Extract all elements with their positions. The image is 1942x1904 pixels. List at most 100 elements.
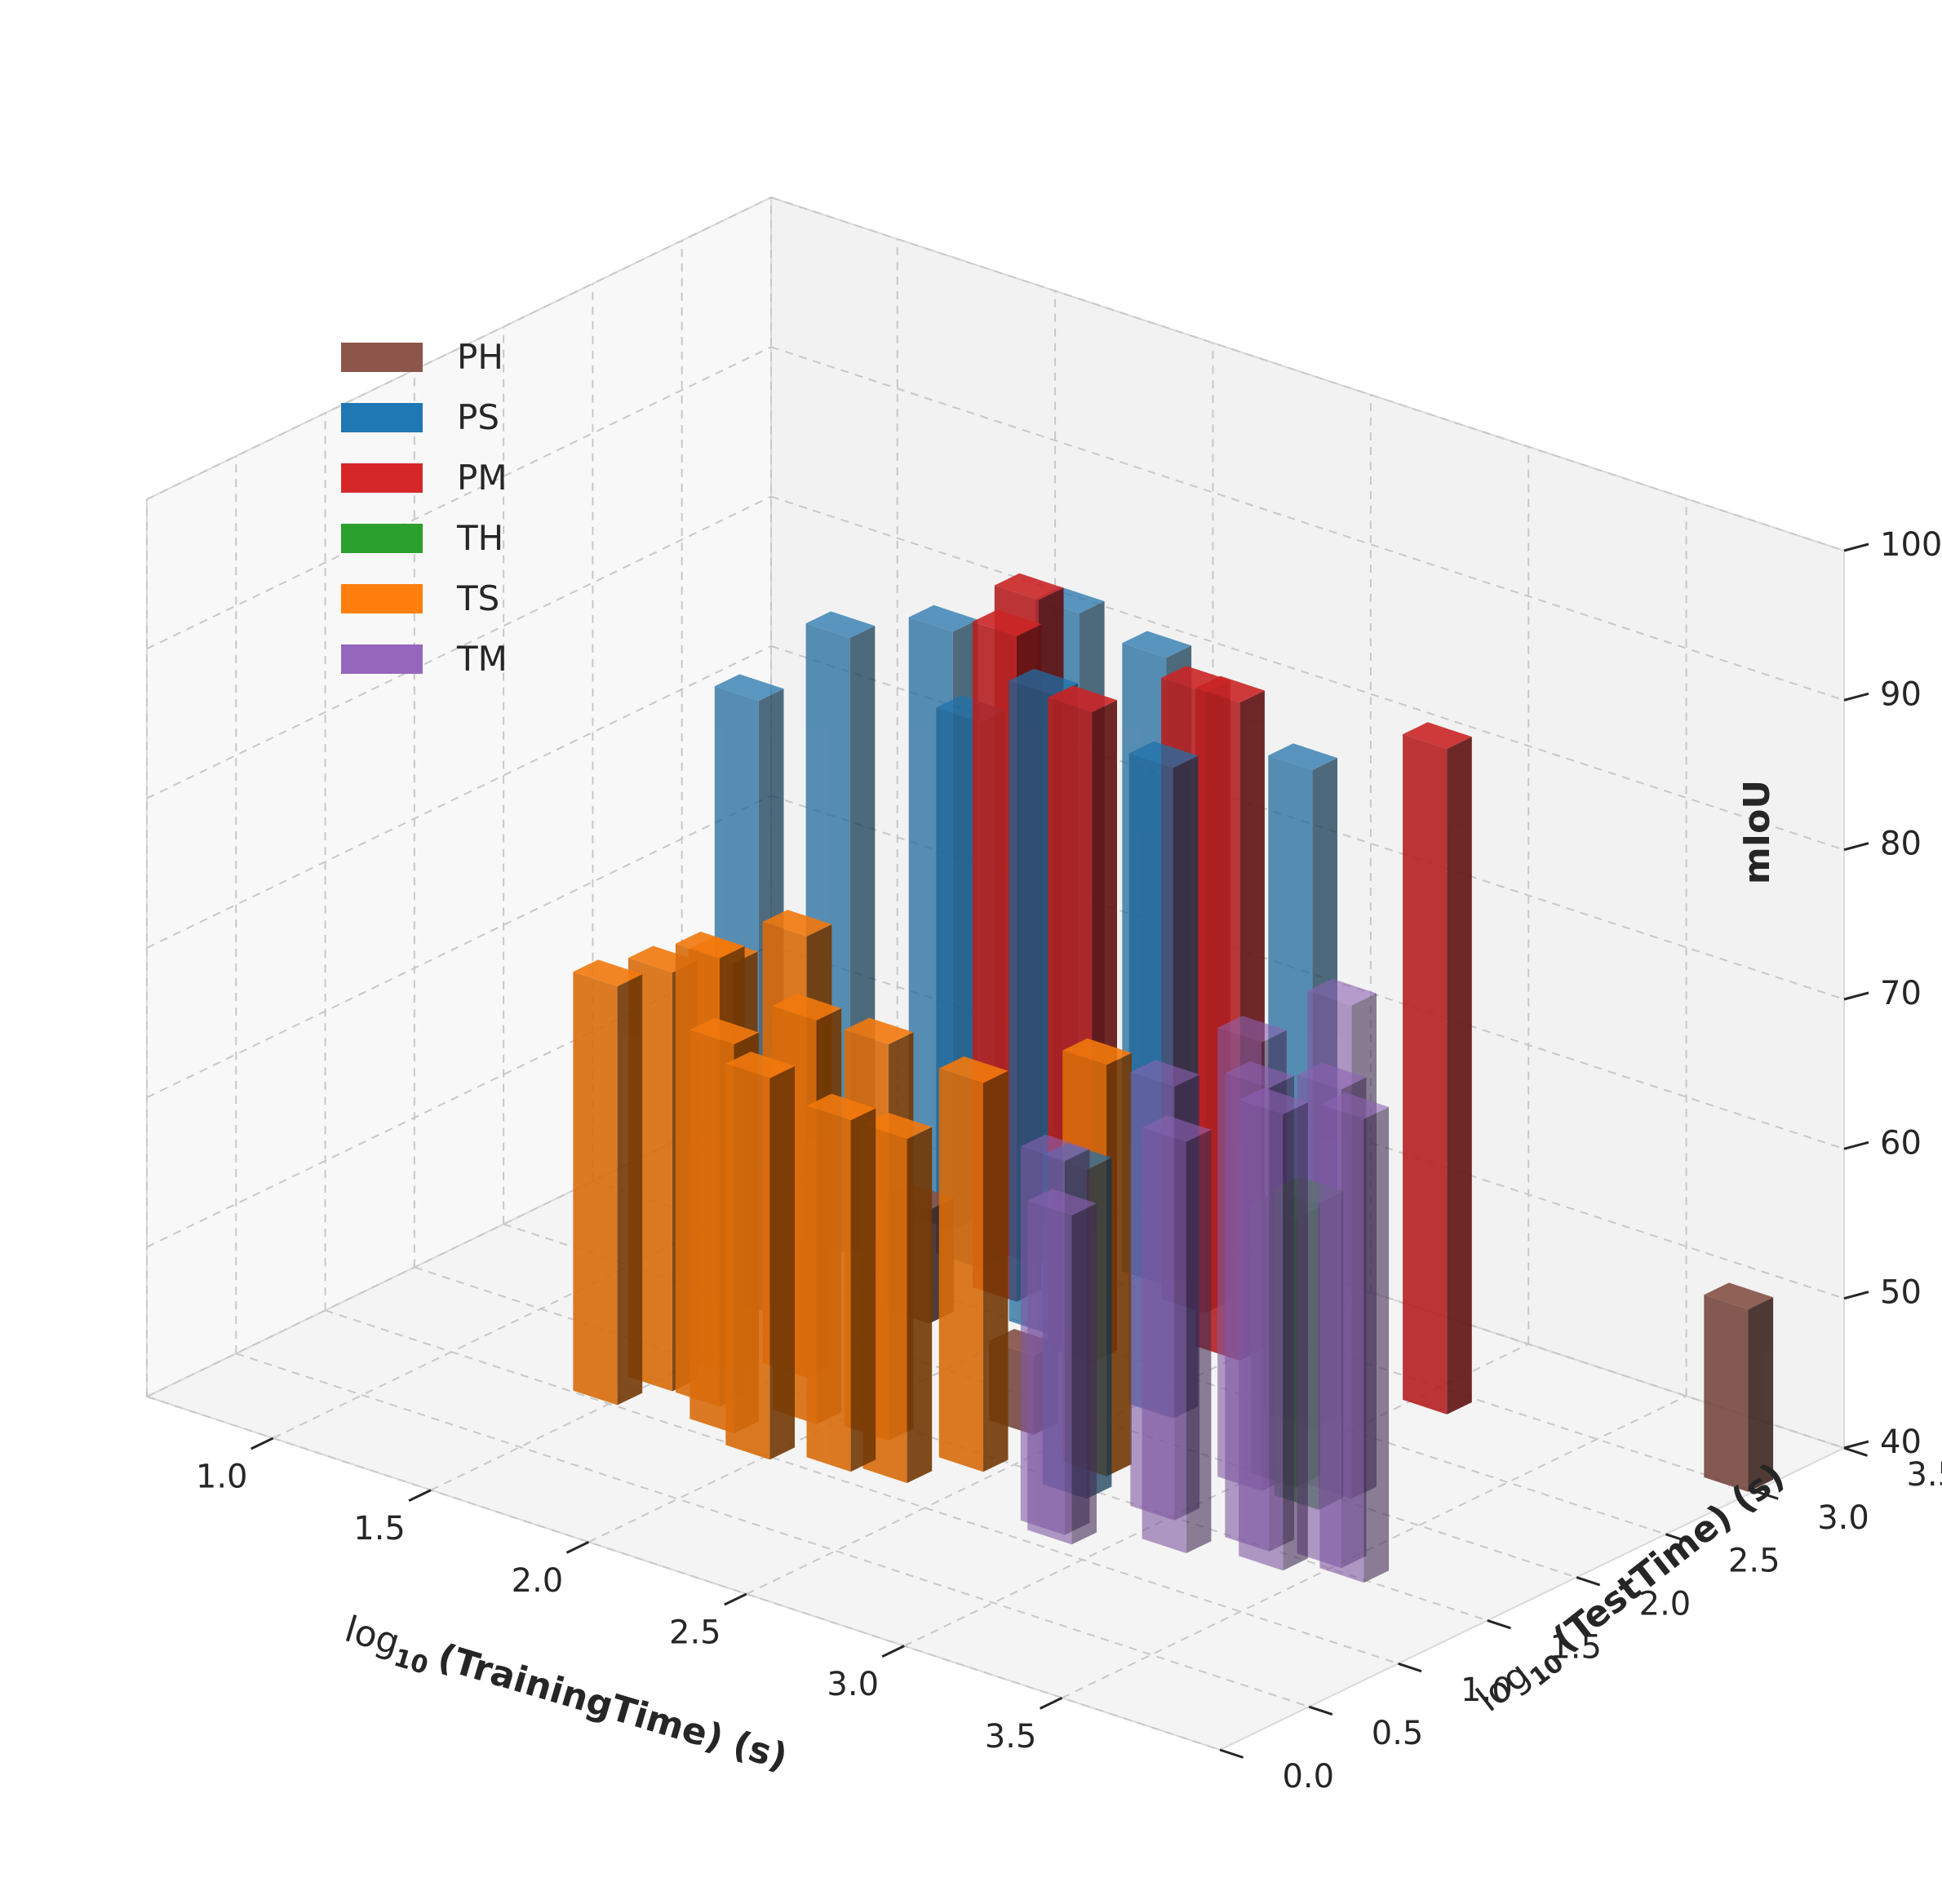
bar-top-face [1307,978,1377,1006]
bar-top-face [806,1093,876,1121]
z-tick-mark [1843,1291,1869,1300]
grid-y-floor [146,1396,1221,1751]
legend-label-ts: TS [456,578,499,618]
y-tick-mark [1665,1533,1690,1543]
bar-tm [1142,1115,1212,1553]
grid-x-floor [1062,1395,1687,1699]
bars-group [573,573,1774,1583]
bar-side-face [617,974,643,1406]
bar-top-face [862,1112,933,1140]
bar-tm [1319,1092,1390,1583]
bar-top-face [1128,741,1199,768]
z-tick-label: 40 [1880,1424,1922,1461]
bar-side-face [1106,1052,1132,1477]
bar-top-face [1239,1087,1308,1115]
bar-top-face [573,959,643,987]
y-tick-mark [1398,1662,1422,1673]
bar-tm [1239,1087,1308,1571]
x-tick-mark [408,1489,432,1503]
bar-front-face [689,1029,734,1433]
z-tick-mark [1843,692,1869,702]
z-tick-mark [1843,842,1869,852]
bar-ts [725,1052,795,1460]
z-tick-mark [1843,1140,1869,1150]
bar-top-face [1225,1061,1295,1088]
grid-y-floor [235,1353,1310,1708]
z-tick-label: 90 [1880,675,1922,713]
grid-z-side [146,795,772,1099]
y-tick-label: 0.5 [1372,1715,1424,1752]
y-tick-label: 3.5 [1906,1456,1942,1494]
legend-label-pm: PM [457,458,508,498]
x-tick-label: 3.0 [827,1666,879,1703]
y-tick-label: 1.5 [1550,1628,1602,1666]
bar-ph [1704,1282,1774,1492]
legend-label-tm: TM [456,639,508,679]
bar-side-face [982,1070,1009,1472]
x-tick-mark [565,1540,590,1554]
bar-ts [938,1056,1009,1472]
bar-side-face [1186,1130,1212,1553]
legend-swatch-pm [341,463,423,493]
bar-side-face [907,1127,933,1483]
bar-side-face [1447,737,1472,1415]
bar-top-face [1268,743,1337,770]
bar-top-face [1297,1062,1367,1090]
bar-top-face [1062,1038,1132,1065]
legend-swatch-ps [341,403,423,432]
x-tick-mark [251,1437,274,1450]
bar-top-face [844,1017,914,1045]
legend-swatch-tm [341,644,423,674]
bar-top-face [714,674,784,702]
bar-top-face [1217,1016,1287,1043]
bar-side-face [1283,1102,1308,1571]
bar-side-face [769,1065,795,1460]
bar-top-face [938,1056,1009,1083]
x-axis-label-sub: 10 [391,1644,432,1680]
bar-top-face [972,609,1042,636]
bar-top-face [1048,685,1117,712]
bar-top-face [1195,675,1265,703]
bar-top-face [1020,1134,1090,1162]
bar-side-face [1363,1107,1390,1583]
z-tick-mark [1843,1440,1869,1450]
bar-side-face [1748,1297,1774,1492]
x-axis-label: log10(TrainingTime) (s) [338,1609,791,1786]
y-tick-label: 3.0 [1817,1499,1869,1537]
x-tick-label: 2.5 [669,1614,721,1651]
z-tick-mark [1843,991,1869,1001]
bar-top-face [689,1017,760,1045]
y-tick-mark [1754,1490,1779,1500]
bar-front-face [573,972,618,1406]
y-tick-mark [1487,1619,1511,1630]
bar-top-face [1704,1282,1774,1309]
bar-top-face [772,994,842,1021]
legend-label-ps: PS [457,397,499,437]
bar-front-face [1403,734,1448,1415]
x-tick-label: 1.5 [353,1510,406,1548]
bar-top-face [1130,1060,1200,1087]
bar-top-face [1027,1189,1097,1215]
bar-side-face [1071,1203,1097,1545]
bar-top-face [1009,668,1079,696]
y-tick-label: 2.5 [1728,1543,1780,1580]
y-tick-label: 0.0 [1282,1758,1334,1796]
z-tick-label: 100 [1880,526,1942,564]
y-tick-label: 1.0 [1461,1672,1513,1709]
bar-top-face [762,910,832,937]
grid-z-back [770,197,1845,551]
legend-label-ph: PH [457,337,503,377]
bar-front-face [1319,1105,1364,1583]
z-tick-label: 60 [1880,1124,1922,1162]
bar-tm [1027,1189,1097,1545]
x-tick-label: 1.0 [196,1458,248,1495]
bar-top-face [675,932,745,959]
bar-front-face [1027,1201,1072,1545]
y-tick-mark [1843,1446,1868,1457]
z-tick-label: 80 [1880,826,1922,863]
bar-front-face [725,1063,770,1460]
x-tick-mark [1039,1696,1063,1710]
legend-swatch-ph [341,343,423,372]
bar-top-face [1142,1115,1212,1142]
bar-top-face [725,1052,795,1078]
